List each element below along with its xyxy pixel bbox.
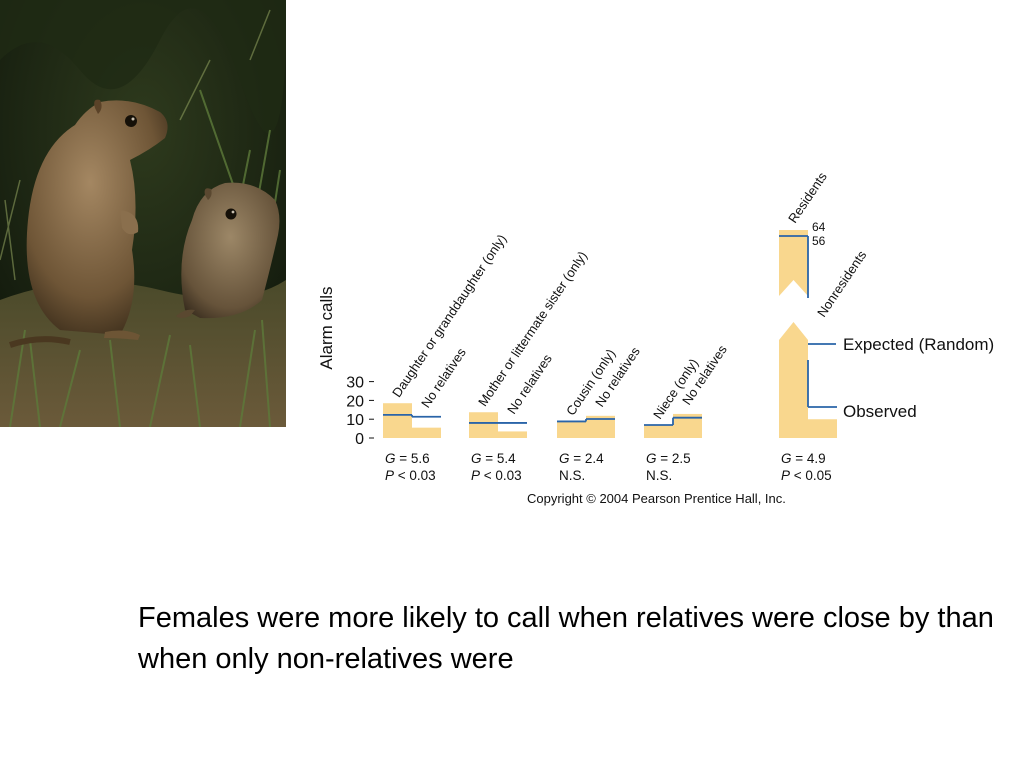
observed-bar <box>779 230 808 276</box>
observed-bar <box>412 427 441 438</box>
stat-g: G = 5.4 <box>471 451 516 466</box>
stat-p: N.S. <box>646 468 672 483</box>
stats: G = 5.6 P < 0.03 G = 5.4 P < 0.03 G = 2.4 N.S… <box>385 451 832 483</box>
expected-value-label: 56 <box>812 234 826 248</box>
stat-g: G = 2.5 <box>646 451 691 466</box>
legend-expected-label: Expected (Random) <box>843 335 994 354</box>
stat-g: G = 5.6 <box>385 451 430 466</box>
y-axis-label: Alarm calls <box>317 286 336 369</box>
y-tick-label: 30 <box>346 375 364 392</box>
observed-bar <box>383 403 412 438</box>
observed-bar <box>779 276 808 296</box>
observed-bar <box>469 412 498 438</box>
legend-observed-label: Observed <box>843 402 917 421</box>
stat-g: G = 4.9 <box>781 451 826 466</box>
category-label: Residents <box>785 169 830 226</box>
observed-value-label: 64 <box>812 220 826 234</box>
y-tick-label: 20 <box>346 393 364 410</box>
y-tick-label: 0 <box>355 431 364 448</box>
stat-p: P < 0.03 <box>471 468 522 483</box>
copyright-text: Copyright © 2004 Pearson Prentice Hall, … <box>527 491 786 506</box>
slide-caption: Females were more likely to call when re… <box>138 602 994 675</box>
stat-p: N.S. <box>559 468 585 483</box>
bars <box>383 230 837 438</box>
observed-bar <box>586 415 615 438</box>
observed-bar <box>498 431 527 438</box>
legend: Expected (Random) Observed <box>808 335 994 421</box>
stat-p: P < 0.05 <box>781 468 832 483</box>
observed-bar <box>644 425 673 438</box>
stat-p: P < 0.03 <box>385 468 436 483</box>
stat-g: G = 2.4 <box>559 451 604 466</box>
observed-bar <box>557 421 586 438</box>
category-label: Nonresidents <box>814 247 870 319</box>
y-tick-label: 10 <box>346 412 364 429</box>
ground-squirrels-photo <box>0 0 286 427</box>
